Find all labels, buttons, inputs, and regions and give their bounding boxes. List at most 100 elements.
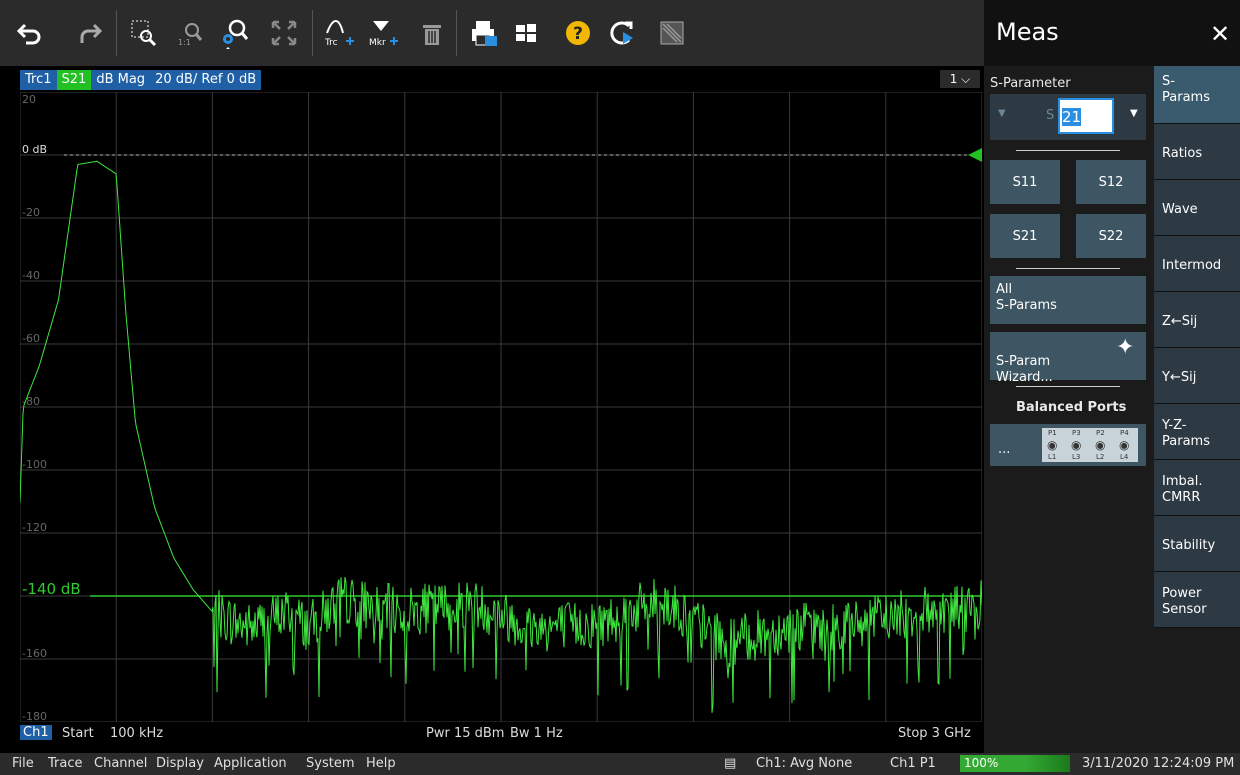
add-trace-icon[interactable]: Trc [318, 10, 362, 56]
divider [1016, 386, 1120, 387]
bandwidth-value[interactable]: Bw 1 Hz [510, 726, 563, 741]
y-tick-label: -40 [22, 269, 40, 282]
refresh-icon[interactable] [600, 10, 644, 56]
print-icon[interactable] [462, 10, 506, 56]
menu-system[interactable]: System [306, 756, 355, 771]
port-icon: ◉ [1119, 438, 1130, 452]
tab-ratios[interactable]: Ratios [1154, 124, 1240, 180]
y-tick-label: -100 [22, 458, 47, 471]
y-tick-label: 20 [22, 93, 36, 106]
divider [1016, 268, 1120, 269]
avg-status[interactable]: Ch1: Avg None [756, 756, 853, 771]
datetime: 3/11/2020 12:24:09 PM [1082, 756, 1235, 771]
undo-icon[interactable] [8, 10, 52, 56]
balanced-ports-label: Balanced Ports [1016, 400, 1127, 415]
all-sparams-label: All S-Params [996, 282, 1057, 313]
window-selector[interactable]: 1 ⌵ [940, 70, 980, 88]
sparam-selector[interactable]: ▼ S 21 ▼ [990, 94, 1146, 140]
balanced-ports-ellipsis: ... [998, 442, 1011, 457]
trace-name[interactable]: Trc1 [20, 70, 57, 90]
tab-wave[interactable]: Wave [1154, 180, 1240, 236]
s11-label: S11 [1012, 174, 1038, 190]
port-icon: ◉ [1071, 438, 1082, 452]
y-tick-label: -20 [22, 206, 40, 219]
tab-y-z-params[interactable]: Y-Z- Params [1154, 404, 1240, 460]
menu-application[interactable]: Application [214, 756, 287, 771]
panel-header: Meas ✕ [984, 0, 1240, 66]
power-value[interactable]: Pwr 15 dBm [426, 726, 505, 741]
window-number: 1 [949, 72, 958, 86]
y-tick-label: -140 dB [22, 580, 81, 598]
y-tick-label: -160 [22, 647, 47, 660]
s11-button[interactable]: S11 [990, 160, 1060, 204]
trace-format[interactable]: dB Mag [91, 70, 151, 90]
zoom-reset-icon[interactable]: 1:1 [168, 10, 212, 56]
trace-scale[interactable]: 20 dB/ Ref 0 dB [150, 70, 262, 90]
port-icon: ◉ [1047, 438, 1058, 452]
port-status[interactable]: Ch1 P1 [890, 756, 936, 771]
trace-plot[interactable]: 20 0 dB -20 -40 -60 -80 -100 -120 -140 dB -160 -18… [20, 92, 982, 722]
sparam-label: S-Parameter [990, 76, 1071, 91]
channel-label[interactable]: Ch1 [20, 725, 52, 740]
tab-s-params[interactable]: S- Params [1154, 66, 1240, 124]
close-icon[interactable]: ✕ [1210, 20, 1231, 48]
divider [1016, 150, 1120, 151]
trace-header[interactable]: Trc1 S21 dB Mag 20 dB/ Ref 0 dB [20, 70, 262, 90]
s12-button[interactable]: S12 [1076, 160, 1146, 204]
redo-icon[interactable] [68, 10, 112, 56]
zoom-settings-icon[interactable] [212, 10, 256, 56]
tab-intermod[interactable]: Intermod [1154, 236, 1240, 292]
trace-param[interactable]: S21 [56, 70, 92, 90]
ports-diagram: P1 P3 P2 P4 ◉ ◉ ◉ ◉ L1 L3 L2 L4 [1042, 428, 1138, 462]
s21-button[interactable]: S21 [990, 214, 1060, 258]
chevron-down-icon: ▼ [998, 108, 1006, 119]
stop-value[interactable]: Stop 3 GHz [898, 726, 971, 741]
zoom-select-icon[interactable] [122, 10, 166, 56]
s12-label: S12 [1098, 174, 1124, 190]
sparam-input[interactable]: 21 [1058, 98, 1114, 134]
chevron-down-icon: ⌵ [957, 72, 971, 86]
sparam-controls: S-Parameter ▼ S 21 ▼ S11 S12 S21 S22 All… [984, 66, 1152, 753]
menu-help[interactable]: Help [366, 756, 396, 771]
tab-z-sij[interactable]: Z←Sij [1154, 292, 1240, 348]
display-icon[interactable] [650, 10, 694, 56]
meas-panel: Meas ✕ S-Parameter ▼ S 21 ▼ S11 S12 S21 … [984, 0, 1240, 753]
meas-tabs: S- Params Ratios Wave Intermod Z←Sij Y←S… [1154, 66, 1240, 753]
tab-y-sij[interactable]: Y←Sij [1154, 348, 1240, 404]
sparam-value: 21 [1062, 108, 1082, 126]
menu-trace[interactable]: Trace [48, 756, 83, 771]
s21-label: S21 [1012, 228, 1038, 244]
chevron-down-icon[interactable]: ▼ [1130, 108, 1138, 119]
menu-file[interactable]: File [12, 756, 34, 771]
y-tick-labels: 20 0 dB -20 -40 -60 -80 -100 -120 -140 dB -160 -18… [22, 93, 81, 722]
tab-power-sensor[interactable]: Power Sensor [1154, 572, 1240, 628]
tab-imbal-cmrr[interactable]: Imbal. CMRR [1154, 460, 1240, 516]
delete-icon[interactable] [410, 10, 454, 56]
balanced-ports-button[interactable]: ... P1 P3 P2 P4 ◉ ◉ ◉ ◉ L1 L3 L2 L4 [990, 424, 1146, 466]
y-tick-label: 0 dB [22, 143, 47, 156]
message-icon[interactable]: ▤ [724, 756, 737, 771]
y-tick-label: -80 [22, 395, 40, 408]
progress-label: 100% [964, 756, 999, 770]
magic-wand-icon: ✦ [1116, 335, 1135, 360]
port-icon: ◉ [1095, 438, 1106, 452]
windows-icon[interactable] [504, 10, 548, 56]
s22-button[interactable]: S22 [1076, 214, 1146, 258]
channel-status-bar: Ch1 Start 100 kHz Pwr 15 dBm Bw 1 Hz Sto… [20, 723, 982, 745]
start-value[interactable]: 100 kHz [110, 726, 164, 741]
tab-stability[interactable]: Stability [1154, 516, 1240, 572]
menu-channel[interactable]: Channel [94, 756, 148, 771]
reference-marker-icon [968, 148, 982, 162]
sparam-wizard-button[interactable]: S-Param Wizard... ✦ [990, 332, 1146, 385]
fullscreen-icon[interactable] [262, 10, 306, 56]
add-marker-icon[interactable]: Mkr [362, 10, 406, 56]
menu-display[interactable]: Display [156, 756, 204, 771]
all-sparams-button[interactable]: All S-Params [990, 276, 1146, 324]
help-icon[interactable]: ? [556, 10, 600, 56]
svg-text:?: ? [573, 24, 583, 44]
y-tick-label: -180 [22, 710, 47, 722]
y-tick-label: -60 [22, 332, 40, 345]
s22-label: S22 [1098, 228, 1124, 244]
start-label: Start [62, 726, 94, 741]
menu-bar: File Trace Channel Display Application S… [0, 753, 1240, 775]
